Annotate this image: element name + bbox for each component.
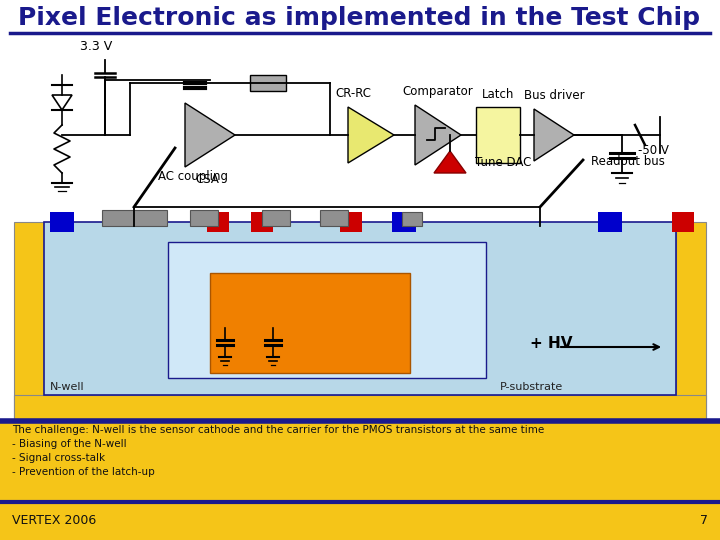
Text: P-substrate: P-substrate xyxy=(500,382,563,392)
Bar xyxy=(168,242,486,378)
Bar xyxy=(392,212,416,232)
Bar xyxy=(676,222,706,420)
Polygon shape xyxy=(534,109,574,161)
Bar xyxy=(672,212,694,232)
Polygon shape xyxy=(185,103,235,167)
Polygon shape xyxy=(434,151,466,173)
Text: + HV: + HV xyxy=(530,336,572,352)
Text: Bus driver: Bus driver xyxy=(523,89,585,102)
Polygon shape xyxy=(348,107,394,163)
Text: CSA: CSA xyxy=(195,173,219,186)
Bar xyxy=(476,107,520,163)
Bar xyxy=(207,212,229,232)
Bar xyxy=(262,210,290,226)
Text: AC coupling: AC coupling xyxy=(158,170,228,183)
Text: 7: 7 xyxy=(700,514,708,526)
Text: Tune DAC: Tune DAC xyxy=(475,157,531,170)
Bar xyxy=(340,212,362,232)
Text: CR-RC: CR-RC xyxy=(335,87,371,100)
Polygon shape xyxy=(415,105,461,165)
Text: Pixel Electronic as implemented in the Test Chip: Pixel Electronic as implemented in the T… xyxy=(18,6,700,30)
Text: -50 V: -50 V xyxy=(638,145,669,158)
Text: Latch: Latch xyxy=(482,88,514,101)
Bar xyxy=(598,212,622,232)
Bar xyxy=(190,210,218,226)
Bar xyxy=(102,210,167,226)
Text: The challenge: N-well is the sensor cathode and the carrier for the PMOS transis: The challenge: N-well is the sensor cath… xyxy=(12,425,544,477)
Bar xyxy=(14,395,706,420)
Text: Readout bus: Readout bus xyxy=(591,155,665,168)
Bar xyxy=(250,75,286,91)
Text: 3.3 V: 3.3 V xyxy=(80,40,112,53)
Bar xyxy=(402,212,422,226)
Bar xyxy=(50,212,74,232)
Bar xyxy=(251,212,273,232)
Bar xyxy=(210,273,410,373)
Bar xyxy=(14,222,44,420)
Text: VERTEX 2006: VERTEX 2006 xyxy=(12,514,96,526)
Bar xyxy=(0,422,720,540)
Bar xyxy=(320,210,348,226)
Text: Comparator: Comparator xyxy=(402,85,473,98)
Bar xyxy=(44,222,676,395)
Text: N-well: N-well xyxy=(50,382,85,392)
